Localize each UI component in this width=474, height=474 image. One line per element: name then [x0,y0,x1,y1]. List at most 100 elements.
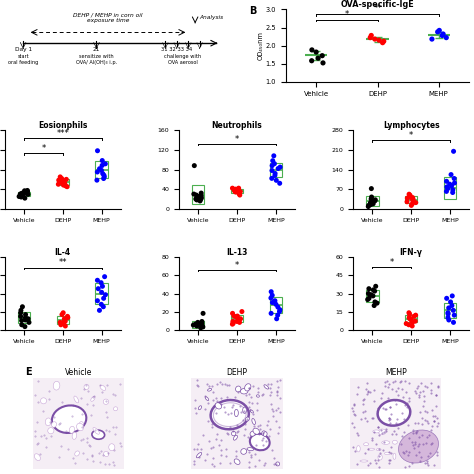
Point [58,175,65,182]
Ellipse shape [368,448,374,450]
Point [403,194,411,202]
Point [406,191,414,199]
Point [409,200,416,208]
Text: *: * [390,258,394,267]
Point [443,294,450,302]
Text: *: * [345,10,349,19]
Point [443,34,450,41]
Point [405,321,412,328]
Point [18,303,26,310]
Point [197,189,205,197]
Point [101,160,109,168]
Point [409,322,416,330]
Point [18,190,26,197]
Ellipse shape [52,405,86,433]
Ellipse shape [35,454,40,461]
Ellipse shape [53,381,60,390]
Ellipse shape [100,385,106,391]
Ellipse shape [247,447,254,451]
Point [59,320,67,328]
Point [196,320,203,328]
Point [196,197,204,205]
Ellipse shape [256,395,259,397]
Point [412,199,419,206]
Text: *: * [41,144,46,153]
Point [406,310,413,318]
Point [372,196,379,204]
Ellipse shape [393,453,396,459]
Point [237,188,244,195]
Point [21,187,28,195]
Point [101,273,109,281]
Point [409,196,417,204]
Point [15,193,23,201]
Point [198,319,206,327]
Point [232,185,239,193]
Point [22,311,29,319]
Point [21,323,29,330]
Ellipse shape [234,459,240,465]
Ellipse shape [246,417,249,421]
Ellipse shape [250,431,255,436]
Point [94,147,101,155]
Point [365,285,373,292]
Ellipse shape [384,452,391,455]
Ellipse shape [236,386,241,392]
Point [59,309,67,317]
Text: 31 32 33 34: 31 32 33 34 [161,47,192,52]
Point [371,298,379,306]
Ellipse shape [373,430,380,433]
Point [269,299,276,306]
Point [60,319,68,326]
Point [451,179,458,187]
Point [267,310,275,317]
Ellipse shape [241,448,246,454]
Point [98,289,105,296]
Point [367,201,374,209]
Point [366,34,374,41]
Point [402,320,410,328]
Ellipse shape [92,430,105,439]
Point [438,32,446,39]
Point [365,203,372,210]
Point [267,288,275,295]
Point [235,189,243,197]
Point [198,322,206,330]
Point [64,312,71,320]
Point [375,36,383,44]
Title: Eosionphils: Eosionphils [38,120,88,129]
Point [274,165,282,173]
Point [373,300,381,307]
Point [17,307,25,314]
Ellipse shape [104,451,109,456]
Point [100,172,108,179]
Point [443,178,450,185]
Text: B: B [249,6,256,16]
Point [193,196,201,204]
Point [409,194,416,201]
Point [436,27,443,34]
Point [319,52,326,59]
Point [99,170,107,177]
Point [99,283,106,290]
Point [271,160,278,167]
Point [61,317,68,324]
Point [268,167,276,174]
Point [193,322,201,330]
Point [450,311,458,319]
Point [24,187,31,194]
Text: Analysis: Analysis [200,15,224,20]
Point [192,191,200,199]
Point [448,182,456,190]
Point [411,318,419,325]
Point [238,308,246,315]
Point [232,313,240,321]
Point [60,177,68,185]
Point [198,318,206,325]
Point [21,316,29,324]
Point [195,193,203,201]
Point [231,186,238,194]
Point [22,189,29,196]
Point [234,187,242,194]
Point [25,319,33,326]
